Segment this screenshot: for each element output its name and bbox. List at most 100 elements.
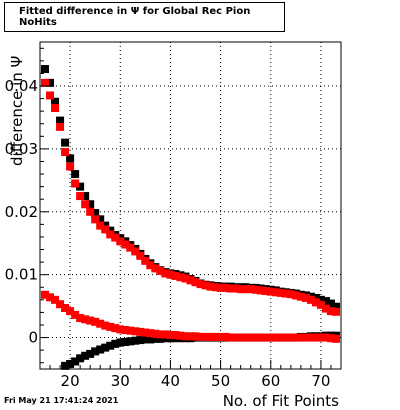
data-point	[316, 295, 325, 304]
x-axis-title: No. of Fit Points	[223, 392, 339, 410]
data-point	[271, 333, 280, 342]
data-point	[296, 333, 305, 342]
y-tick-label: 0.01	[5, 266, 38, 284]
data-point	[261, 287, 270, 296]
data-point	[216, 332, 225, 341]
data-point	[291, 333, 300, 342]
data-point	[56, 116, 65, 125]
data-point	[316, 300, 325, 309]
data-point	[301, 293, 310, 302]
data-point	[101, 321, 110, 330]
data-point	[116, 325, 125, 334]
data-point	[86, 349, 95, 358]
tick-labels: 20 30 40 50 60 70 0 0.01 0.02 0.03 0.04	[5, 77, 331, 390]
data-point	[121, 240, 130, 249]
data-point	[46, 91, 55, 100]
data-point	[316, 333, 325, 342]
data-point	[331, 307, 340, 316]
data-point	[241, 333, 250, 342]
data-point	[146, 261, 155, 270]
data-point	[101, 343, 110, 352]
data-point	[271, 288, 280, 297]
y-tick-label: 0	[28, 329, 38, 347]
data-point	[81, 315, 90, 324]
chart-title: Fitted difference in Ψ for Global Rec Pi…	[19, 6, 251, 28]
data-point	[51, 97, 60, 106]
data-point	[331, 302, 340, 311]
data-point	[111, 233, 120, 242]
data-point	[206, 282, 215, 291]
data-point	[126, 243, 135, 252]
data-point	[91, 347, 100, 356]
data-point	[61, 138, 70, 147]
data-point	[56, 300, 65, 309]
data-point	[216, 283, 225, 292]
data-point	[156, 266, 165, 275]
data-point	[176, 273, 185, 282]
y-tick-label: 0.02	[5, 203, 38, 221]
data-point	[96, 345, 105, 354]
data-point	[186, 276, 195, 285]
x-tick-label: 50	[211, 372, 230, 390]
data-point	[221, 283, 230, 292]
data-point	[311, 333, 320, 342]
data-point	[206, 332, 215, 341]
data-point	[136, 251, 145, 260]
data-point	[281, 289, 290, 298]
data-point	[196, 332, 205, 341]
y-axis-title: difference in Ψ	[8, 56, 26, 166]
data-point	[151, 334, 160, 343]
data-point	[61, 361, 70, 370]
data-point	[81, 192, 90, 201]
data-point	[61, 304, 70, 313]
data-point	[211, 332, 220, 341]
x-tick-label: 20	[61, 372, 80, 390]
x-tick-label: 70	[311, 372, 330, 390]
data-point	[76, 314, 85, 323]
data-point	[236, 333, 245, 342]
data-point	[46, 78, 55, 87]
series-1	[41, 78, 340, 316]
data-point	[116, 237, 125, 246]
data-point	[251, 333, 260, 342]
footer-timestamp: Fri May 21 17:41:24 2021	[4, 396, 119, 405]
data-point	[111, 339, 120, 348]
data-point	[136, 327, 145, 336]
data-point	[256, 286, 265, 295]
series-0	[41, 65, 340, 311]
series-3	[41, 290, 340, 343]
data-point	[166, 331, 175, 340]
data-point	[326, 299, 335, 308]
axis-ticks	[39, 47, 342, 369]
data-point	[181, 332, 190, 341]
data-point	[281, 333, 290, 342]
data-point	[261, 333, 270, 342]
data-point	[106, 230, 115, 239]
data-point	[131, 247, 140, 256]
data-point	[266, 333, 275, 342]
x-tick-label: 40	[161, 372, 180, 390]
data-point	[196, 280, 205, 289]
x-tick-label: 60	[261, 372, 280, 390]
data-point	[96, 215, 105, 224]
data-point	[191, 332, 200, 341]
data-point	[51, 104, 60, 113]
data-point	[61, 148, 70, 157]
data-point	[331, 334, 340, 343]
data-point	[181, 274, 190, 283]
data-point	[311, 298, 320, 307]
data-markers	[41, 65, 340, 370]
data-point	[56, 122, 65, 131]
data-point	[166, 270, 175, 279]
data-point	[156, 334, 165, 343]
y-tick-label: 0.04	[5, 77, 38, 95]
data-point	[201, 332, 210, 341]
y-tick-label: 0.03	[5, 140, 38, 158]
data-point	[241, 285, 250, 294]
data-point	[236, 285, 245, 294]
data-point	[76, 182, 85, 191]
data-point	[176, 331, 185, 340]
data-point	[146, 329, 155, 338]
data-point	[141, 328, 150, 337]
